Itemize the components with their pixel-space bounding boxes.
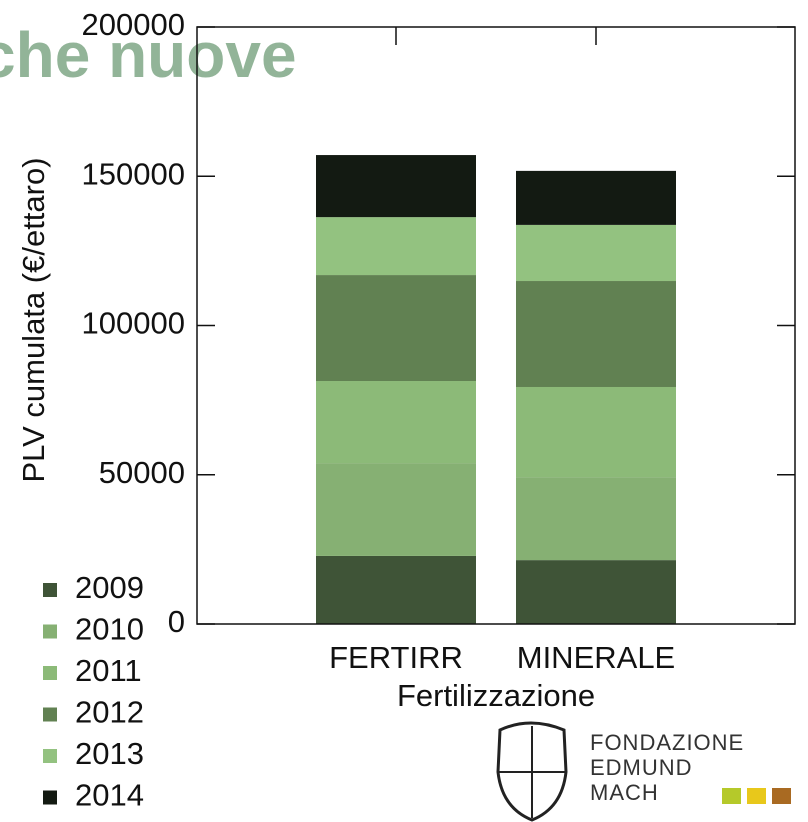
y-tick-label: 50000 <box>99 455 185 490</box>
watermark: che nuove <box>0 19 297 91</box>
legend-swatch <box>43 583 57 597</box>
logo-text: EDMUND <box>590 755 693 780</box>
bar-segment <box>316 463 476 556</box>
legend-label: 2012 <box>75 695 144 730</box>
x-tick-label: FERTIRR <box>329 640 463 675</box>
legend-label: 2014 <box>75 778 144 813</box>
bar-segment <box>316 275 476 382</box>
legend-label: 2010 <box>75 612 144 647</box>
logo-text: FONDAZIONE <box>590 730 744 755</box>
y-tick-label: 200000 <box>82 7 185 42</box>
bar-segment <box>316 217 476 276</box>
y-axis-label: PLV cumulata (€/ettaro) <box>16 157 51 482</box>
x-axis-label: Fertilizzazione <box>397 678 595 713</box>
legend-label: 2013 <box>75 736 144 771</box>
legend-swatch <box>43 749 57 763</box>
logo-square <box>747 788 766 804</box>
bar-segment <box>316 555 476 624</box>
logo-square <box>722 788 741 804</box>
legend-swatch <box>43 624 57 639</box>
logo-square <box>772 788 791 804</box>
bar-segment <box>516 170 676 225</box>
legend-label: 2009 <box>75 570 144 605</box>
legend-swatch <box>43 666 57 680</box>
bar-segment <box>516 386 676 478</box>
bar-segment <box>516 281 676 387</box>
plot-frame <box>196 26 796 625</box>
y-tick-label: 150000 <box>82 156 185 191</box>
logo-text: MACH <box>590 780 659 805</box>
bar-segment <box>316 155 476 218</box>
legend-label: 2011 <box>75 653 142 688</box>
y-tick-label: 100000 <box>82 306 185 341</box>
x-tick-label: MINERALE <box>517 640 675 675</box>
logo <box>496 721 568 822</box>
bar-segment <box>516 224 676 282</box>
bar-segment <box>316 381 476 464</box>
bar-segment <box>516 477 676 561</box>
legend-swatch <box>43 707 57 722</box>
y-tick-label: 0 <box>168 604 185 639</box>
bar-segment <box>516 560 676 624</box>
legend-swatch <box>43 790 57 805</box>
